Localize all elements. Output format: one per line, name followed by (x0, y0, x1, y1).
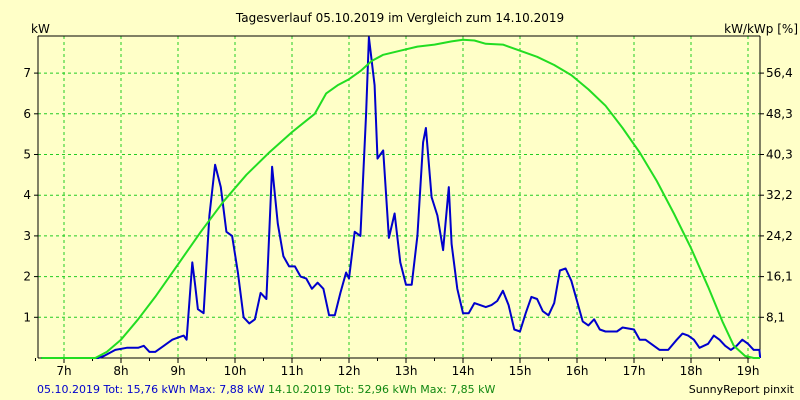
x-tick-label: 13h (395, 364, 418, 378)
x-tick-label: 12h (338, 364, 361, 378)
x-tick-label: 19h (737, 364, 760, 378)
y-left-axis-label: kW (31, 22, 50, 36)
y-right-tick-label: 56,4 (766, 66, 793, 80)
y-left-tick-label: 4 (23, 188, 31, 202)
y-right-tick-label: 24,2 (766, 229, 793, 243)
y-right-tick-label: 32,2 (766, 188, 793, 202)
series-line-green (41, 38, 760, 359)
y-right-tick-label: 40,3 (766, 148, 793, 162)
series1-stats: 05.10.2019 Tot: 15,76 kWh Max: 7,88 kW (37, 383, 265, 396)
y-left-tick-label: 5 (23, 148, 31, 162)
grid (38, 36, 760, 358)
series-layer (41, 36, 761, 359)
y-right-axis-label: kW/kWp [%] (724, 22, 798, 36)
x-tick-label: 17h (623, 364, 646, 378)
chart-title: Tagesverlauf 05.10.2019 im Vergleich zum… (235, 11, 564, 25)
y-right-tick-label: 48,3 (766, 107, 793, 121)
labels-layer: 7h 8h 9h 10h 11h 12h 13h 14h 15h 16h 17h 18h 19h 1 8,1… (23, 11, 798, 378)
x-tick-label: 10h (224, 364, 247, 378)
y-left-tick-label: 1 (23, 310, 31, 324)
y-left-tick-label: 3 (23, 229, 31, 243)
x-tick-label: 9h (170, 364, 185, 378)
x-tick-label: 16h (566, 364, 589, 378)
series2-stats: 14.10.2019 Tot: 52,96 kWh Max: 7,85 kW (267, 383, 496, 396)
x-tick-label: 15h (509, 364, 532, 378)
x-tick-label: 7h (56, 364, 71, 378)
footer: 05.10.2019 Tot: 15,76 kWh Max: 7,88 kW 1… (0, 381, 800, 400)
x-tick-label: 14h (452, 364, 475, 378)
y-left-tick-label: 6 (23, 107, 31, 121)
x-tick-label: 8h (113, 364, 128, 378)
plot-area (38, 36, 760, 358)
y-left-tick-label: 2 (23, 270, 31, 284)
x-tick-label: 11h (281, 364, 304, 378)
series-line-blue (41, 36, 761, 359)
y-right-tick-label: 8,1 (766, 310, 785, 324)
x-tick-label: 18h (680, 364, 703, 378)
footer-stats: 05.10.2019 Tot: 15,76 kWh Max: 7,88 kW 1… (37, 383, 495, 396)
axes (34, 35, 764, 363)
brand-label: SunnyReport pinxit (688, 383, 794, 396)
y-right-tick-label: 16,1 (766, 270, 793, 284)
y-left-tick-label: 7 (23, 66, 31, 80)
